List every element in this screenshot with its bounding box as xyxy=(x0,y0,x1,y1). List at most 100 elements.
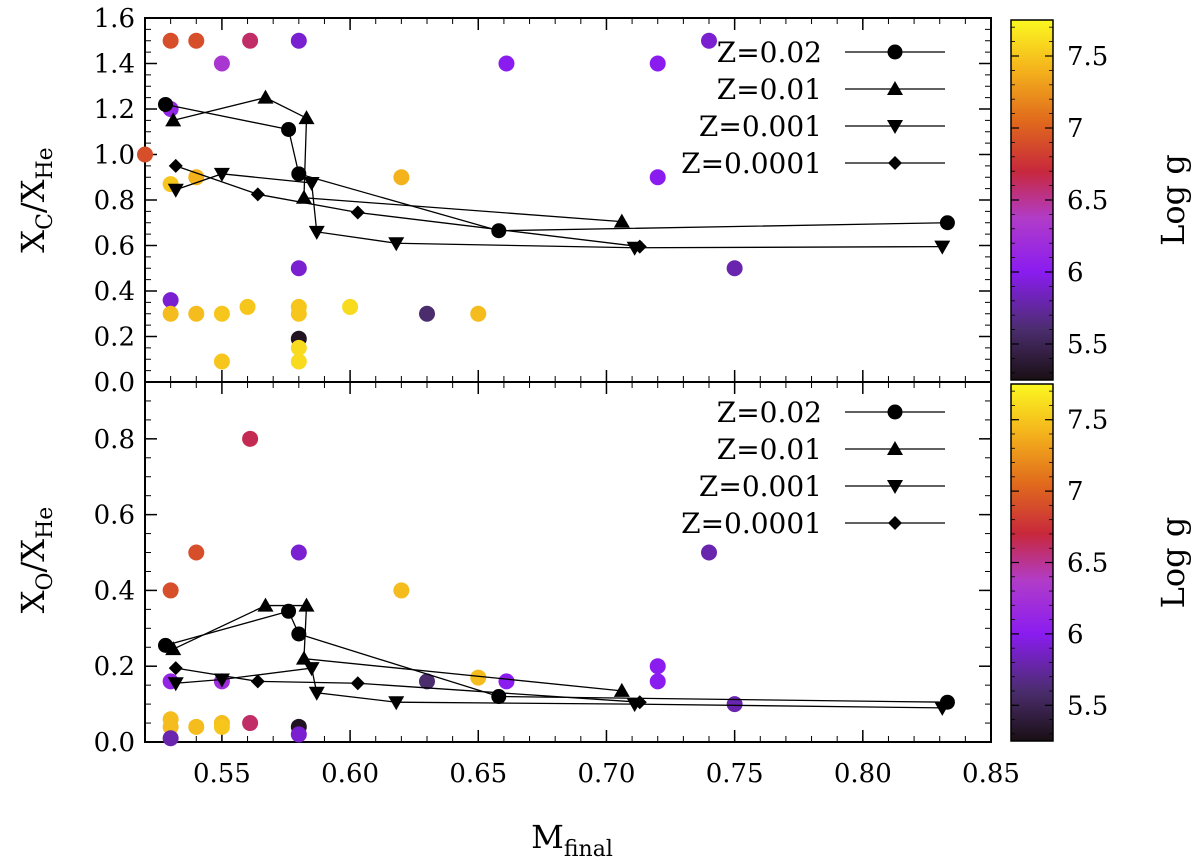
observed-point xyxy=(162,32,179,49)
colorbar-tick-label: 6 xyxy=(1067,258,1084,288)
series-point xyxy=(250,187,265,202)
observed-point xyxy=(290,544,307,561)
observed-point xyxy=(242,32,259,49)
legend-item: Z=0.01 xyxy=(717,433,945,466)
observed-point xyxy=(649,169,666,186)
series-point xyxy=(888,516,902,530)
y-tick-label: 0.4 xyxy=(94,277,135,307)
series-point xyxy=(281,603,297,619)
x-tick-label: 0.55 xyxy=(193,759,251,789)
y-tick-label: 0.2 xyxy=(94,652,135,682)
series-line xyxy=(165,103,948,232)
x-tick-label: 0.65 xyxy=(449,759,507,789)
colorbar-tick-label: 6.5 xyxy=(1067,186,1108,216)
series-point xyxy=(257,89,274,104)
series-line xyxy=(173,96,622,223)
observed-point xyxy=(242,715,259,732)
series-line xyxy=(165,610,948,703)
series-point xyxy=(887,120,903,134)
y-tick-label: 0.4 xyxy=(94,576,135,606)
observed-point xyxy=(213,718,230,735)
legend: Z=0.02 Z=0.01 Z=0.001 Z=0.0001 xyxy=(681,36,945,180)
series-point xyxy=(165,641,182,656)
observed-point xyxy=(162,730,179,747)
legend-label: Z=0.001 xyxy=(699,110,822,143)
series-point xyxy=(887,480,903,494)
series-point xyxy=(613,213,630,228)
x-tick-label: 0.60 xyxy=(321,759,379,789)
observed-point xyxy=(701,544,717,561)
series-line xyxy=(175,667,640,703)
series-point xyxy=(250,674,265,689)
observed-point xyxy=(649,658,666,675)
legend-label: Z=0.0001 xyxy=(681,147,822,180)
legend-item: Z=0.001 xyxy=(699,470,945,503)
y-tick-label: 0.6 xyxy=(94,501,135,531)
observed-point xyxy=(188,718,205,735)
colorbar: 5.5 6 6.5 7 7.5 Log g xyxy=(1010,383,1192,742)
series-point xyxy=(298,597,315,612)
x-tick-label: 0.80 xyxy=(834,759,892,789)
observed-point xyxy=(213,55,230,72)
colorbar-tick-label: 5.5 xyxy=(1067,691,1108,721)
y-axis-label: XO/XHe xyxy=(14,507,58,614)
observed-point xyxy=(239,298,256,315)
y-tick-label: 1.2 xyxy=(94,95,135,125)
series-Z=0.001 xyxy=(167,167,951,256)
observed-point xyxy=(498,673,515,690)
x-tick-label: 0.75 xyxy=(706,759,764,789)
legend-label: Z=0.01 xyxy=(717,73,822,106)
colorbar-tick-label: 7 xyxy=(1067,114,1084,144)
observed-point xyxy=(649,673,666,690)
series-point xyxy=(168,158,183,173)
legend-label: Z=0.02 xyxy=(717,396,822,429)
observed-point xyxy=(290,339,307,356)
legend-item: Z=0.01 xyxy=(717,73,945,106)
series-point xyxy=(887,404,903,420)
colorbar-tick-label: 7.5 xyxy=(1067,42,1108,72)
series-point xyxy=(934,240,951,255)
legend-item: Z=0.02 xyxy=(717,36,945,69)
series-point xyxy=(491,689,507,705)
colorbar-tick-label: 6.5 xyxy=(1067,549,1108,579)
series-line xyxy=(175,667,943,709)
observed-point xyxy=(188,544,205,561)
y-tick-label: 0.8 xyxy=(94,186,135,216)
observed-point xyxy=(290,353,307,370)
legend-item: Z=0.001 xyxy=(699,110,945,143)
series-line xyxy=(175,165,640,248)
colorbar-label: Log g xyxy=(1154,154,1192,246)
colorbar: 5.5 6 6.5 7 7.5 Log g xyxy=(1010,19,1192,381)
observed-point xyxy=(701,32,717,49)
series-point xyxy=(291,626,307,642)
observed-point xyxy=(393,582,410,599)
series-point xyxy=(887,81,903,95)
series-point xyxy=(291,166,307,182)
observed-point xyxy=(290,32,307,49)
series-point xyxy=(281,121,297,137)
series-point xyxy=(613,682,630,697)
observed-point xyxy=(162,582,179,599)
series-point xyxy=(295,189,312,204)
colorbar-tick-label: 7 xyxy=(1067,477,1084,507)
observed-point xyxy=(290,305,307,322)
series-point xyxy=(298,110,315,125)
series-point xyxy=(350,676,365,691)
observed-point xyxy=(498,55,515,72)
x-tick-label: 0.85 xyxy=(962,759,1020,789)
x-tick-label: 0.70 xyxy=(578,759,636,789)
x-axis-label: Mfinal xyxy=(531,818,613,861)
legend-item: Z=0.0001 xyxy=(681,507,945,540)
colorbar-tick-label: 7.5 xyxy=(1067,406,1108,436)
observed-point xyxy=(162,292,179,309)
series-Z=0.02 xyxy=(158,603,955,710)
observed-point xyxy=(188,305,205,322)
series-point xyxy=(632,239,647,254)
series-point xyxy=(888,156,902,170)
series-point xyxy=(388,696,405,711)
observed-point xyxy=(393,169,410,186)
series-point xyxy=(167,677,184,692)
series-point xyxy=(887,441,903,455)
series-Z=0.01 xyxy=(165,597,630,697)
